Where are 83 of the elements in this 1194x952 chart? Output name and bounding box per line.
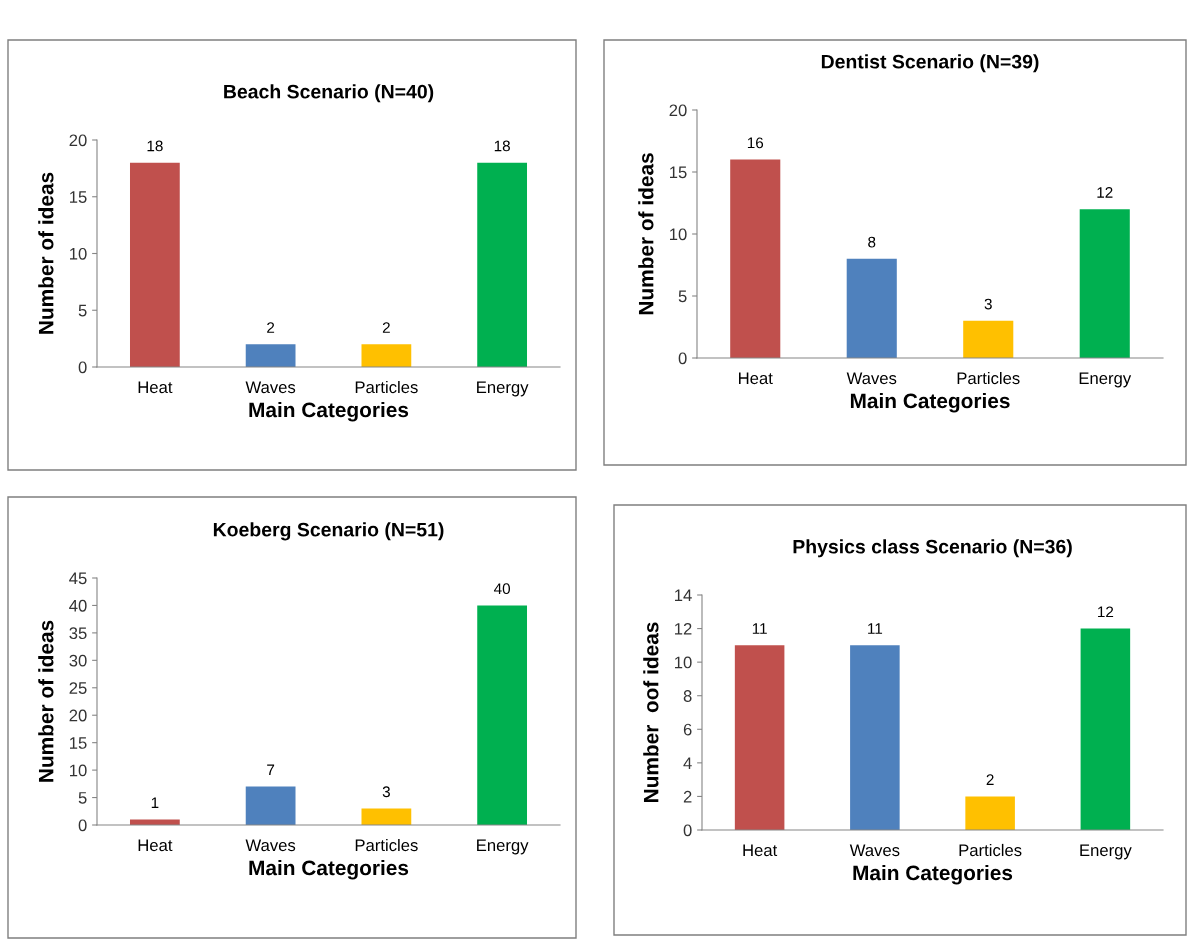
bar — [477, 605, 528, 825]
y-tick-label: 10 — [70, 764, 87, 777]
y-tick-label: 15 — [670, 166, 687, 179]
data-label: 2 — [986, 774, 994, 785]
y-tick-label: 35 — [69, 627, 87, 640]
y-tick-label: 12 — [675, 622, 692, 635]
bar — [963, 320, 1014, 358]
data-label: 3 — [382, 786, 390, 798]
y-tick-label: 6 — [683, 723, 692, 736]
y-tick-label: 10 — [670, 228, 687, 241]
y-tick-label: 15 — [70, 191, 87, 203]
y-tick-label: 20 — [69, 134, 87, 147]
y-tick-label: 5 — [78, 792, 87, 804]
y-axis-title: Number of ideas — [638, 153, 654, 315]
data-label: 12 — [1097, 187, 1113, 198]
y-tick-label: 0 — [78, 819, 87, 832]
y-tick-label: 10 — [675, 656, 692, 669]
y-tick-label: 0 — [683, 824, 692, 837]
bar — [734, 645, 785, 830]
y-tick-label: 20 — [669, 104, 687, 117]
chart-title: Beach Scenario (N=40) — [224, 84, 434, 103]
y-axis-title: Number of ideas — [38, 172, 54, 334]
y-tick-label: 15 — [70, 737, 87, 749]
x-tick-label: Particles — [355, 838, 418, 852]
bar — [846, 258, 897, 358]
data-label: 2 — [382, 322, 390, 333]
x-tick-label: Waves — [245, 381, 296, 394]
bar — [361, 808, 412, 825]
x-axis-title: Main Categories — [249, 859, 409, 880]
y-axis-title: Number of ideas — [38, 620, 54, 782]
x-tick-label: Waves — [849, 844, 900, 857]
bar — [850, 645, 900, 830]
x-tick-label: Energy — [477, 381, 529, 397]
y-tick-label: 45 — [69, 572, 87, 585]
data-label: 2 — [267, 322, 275, 333]
x-axis-title: Main Categories — [850, 392, 1010, 413]
x-tick-label: Waves — [245, 839, 296, 852]
data-label: 8 — [868, 236, 876, 248]
data-label: 40 — [493, 583, 511, 595]
x-tick-label: Particles — [959, 843, 1022, 857]
x-tick-label: Energy — [1079, 372, 1132, 388]
x-tick-label: Energy — [477, 839, 529, 855]
y-axis-title: Number oof ideas — [643, 622, 659, 802]
data-label: 18 — [494, 140, 510, 152]
y-tick-label: 30 — [69, 654, 87, 667]
chart-title: Dentist Scenario (N=39) — [821, 54, 1039, 73]
x-tick-label: Energy — [1080, 844, 1132, 860]
y-tick-label: 2 — [683, 790, 692, 803]
x-tick-label: Heat — [138, 839, 173, 852]
bar — [730, 159, 781, 358]
chart-title: Koeberg Scenario (N=51) — [213, 522, 444, 541]
bar — [1080, 628, 1131, 830]
y-tick-label: 0 — [78, 361, 87, 374]
y-tick-label: 25 — [69, 682, 87, 694]
x-axis-title: Main Categories — [249, 401, 409, 422]
y-tick-label: 5 — [678, 290, 687, 303]
x-tick-label: Heat — [739, 372, 773, 385]
y-tick-label: 14 — [675, 589, 692, 602]
x-tick-label: Particles — [355, 380, 418, 394]
data-label: 16 — [747, 137, 764, 149]
data-label: 1 — [151, 797, 159, 809]
data-label: 11 — [868, 623, 883, 634]
x-axis-title: Main Categories — [853, 864, 1013, 885]
x-tick-label: Waves — [846, 372, 897, 385]
y-tick-label: 20 — [69, 709, 87, 722]
y-tick-label: 0 — [678, 352, 687, 365]
bar — [1079, 209, 1130, 358]
data-label: 12 — [1098, 606, 1114, 618]
y-tick-label: 4 — [683, 757, 692, 769]
x-tick-label: Particles — [957, 371, 1020, 385]
data-label: 11 — [752, 623, 767, 634]
data-label: 3 — [984, 298, 992, 310]
y-tick-label: 40 — [69, 599, 87, 612]
y-tick-label: 5 — [78, 304, 87, 317]
y-tick-label: 8 — [683, 690, 692, 702]
x-tick-label: Heat — [138, 381, 173, 394]
chart-title: Physics class Scenario (N=36) — [793, 539, 1072, 558]
bar — [245, 786, 296, 825]
y-tick-label: 10 — [70, 247, 87, 260]
data-label: 7 — [267, 764, 275, 776]
bar — [965, 796, 1015, 830]
x-tick-label: Heat — [743, 844, 778, 857]
data-label: 18 — [147, 140, 163, 152]
